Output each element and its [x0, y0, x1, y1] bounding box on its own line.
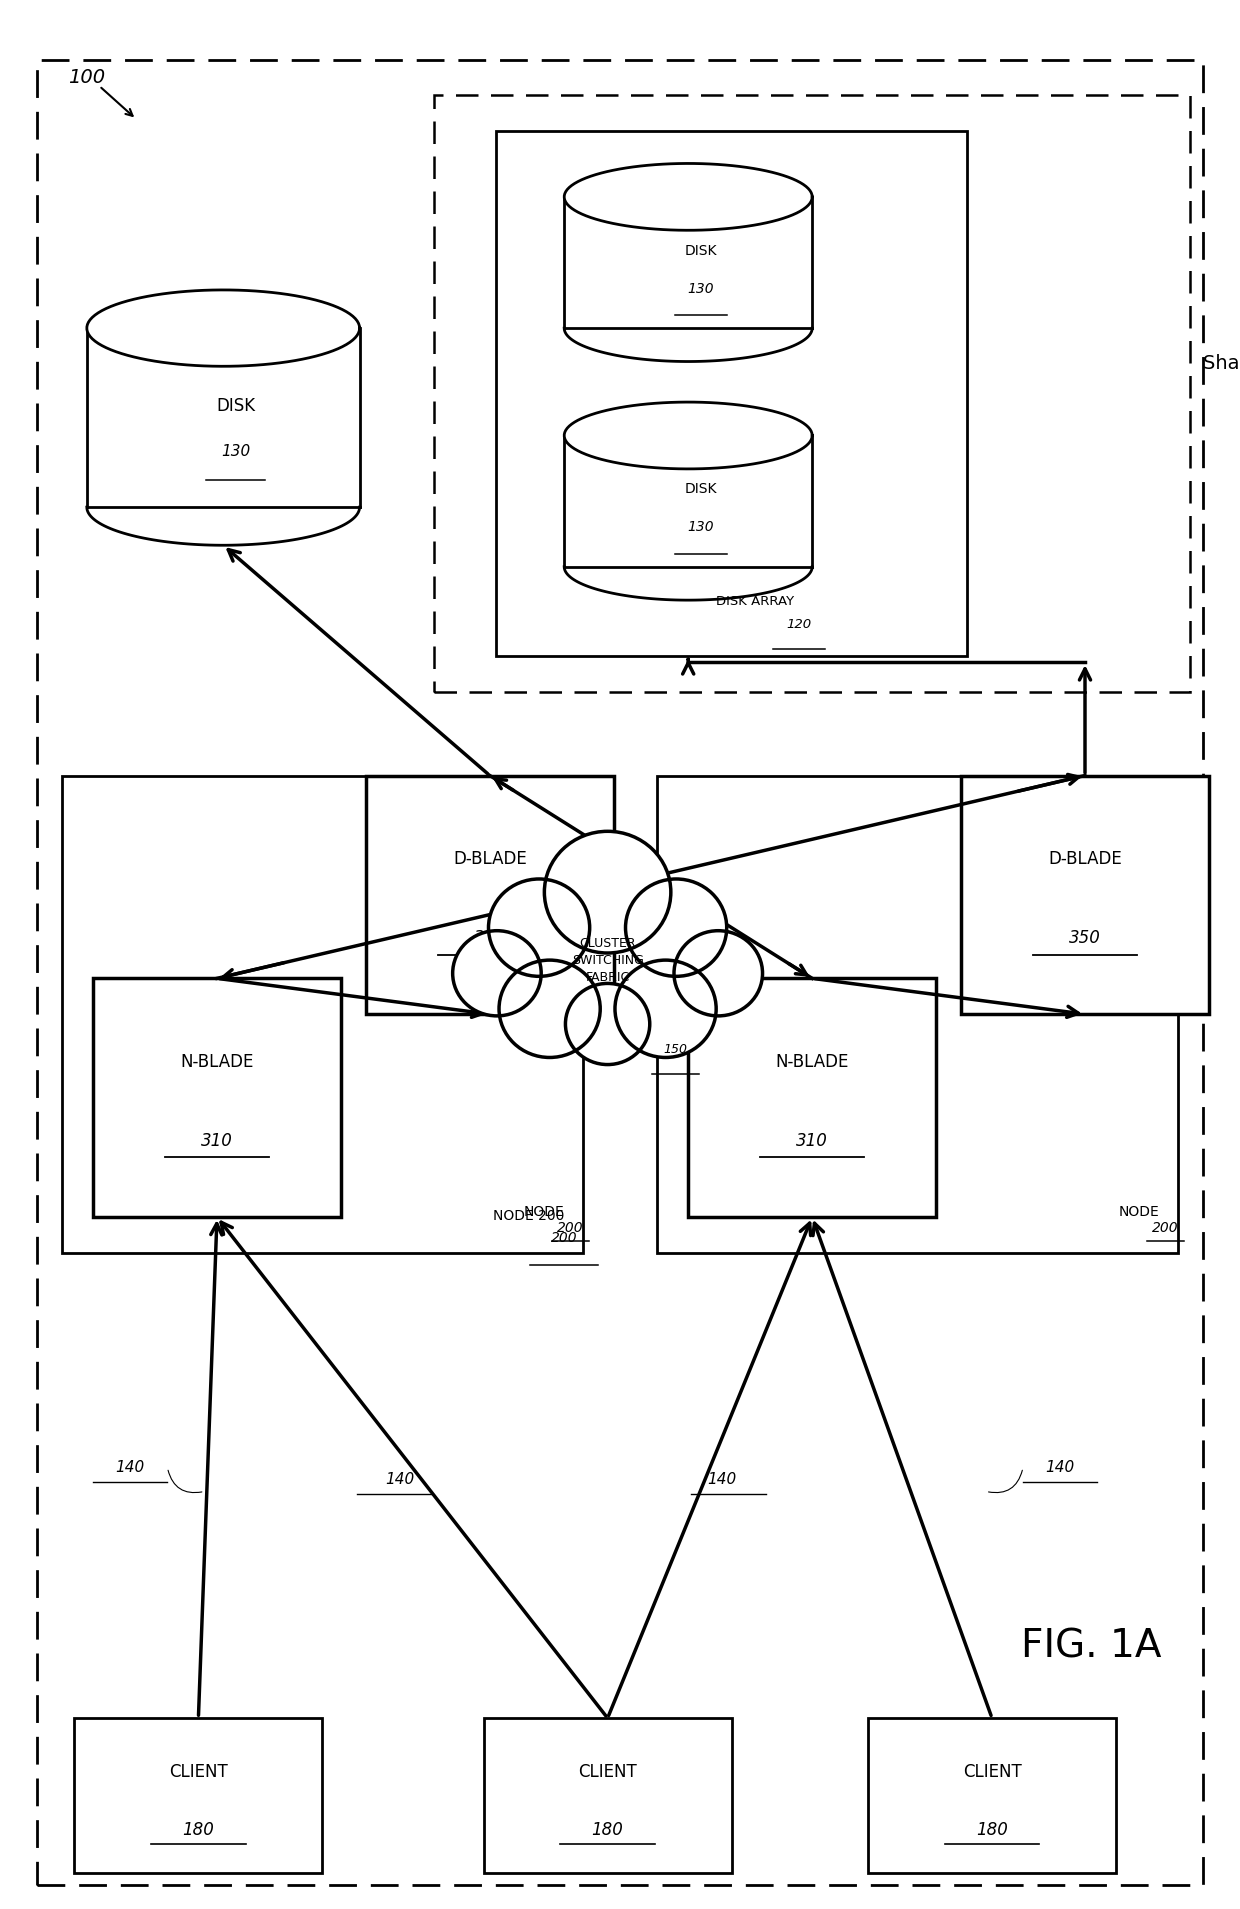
- Circle shape: [675, 932, 763, 1016]
- Text: Shared Storage: Shared Storage: [1203, 355, 1240, 374]
- Text: 140: 140: [708, 1472, 737, 1487]
- Circle shape: [489, 878, 590, 975]
- Text: 130: 130: [687, 521, 714, 535]
- Circle shape: [453, 932, 541, 1016]
- Bar: [93, 977, 341, 1218]
- Bar: [496, 132, 967, 657]
- Polygon shape: [87, 290, 360, 367]
- Bar: [74, 1718, 322, 1873]
- Text: D-BLADE: D-BLADE: [453, 850, 527, 869]
- Circle shape: [615, 960, 717, 1058]
- Bar: [366, 775, 614, 1014]
- Text: 180: 180: [591, 1821, 624, 1838]
- Text: 140: 140: [1045, 1460, 1075, 1476]
- Bar: [564, 435, 812, 567]
- Text: 120: 120: [786, 617, 811, 630]
- Text: N-BLADE: N-BLADE: [180, 1054, 254, 1071]
- Text: NODE: NODE: [1118, 1205, 1159, 1220]
- Text: DISK: DISK: [684, 244, 717, 258]
- Text: 140: 140: [115, 1460, 145, 1476]
- Circle shape: [565, 983, 650, 1065]
- Bar: [484, 1718, 732, 1873]
- Text: 350: 350: [474, 930, 506, 947]
- Text: CLIENT: CLIENT: [578, 1764, 637, 1781]
- Bar: [688, 977, 936, 1218]
- Text: DISK: DISK: [684, 483, 717, 496]
- Text: 200: 200: [551, 1231, 578, 1245]
- Text: 200: 200: [1152, 1222, 1179, 1235]
- Text: NODE: NODE: [523, 1205, 564, 1220]
- Text: 100: 100: [68, 69, 105, 88]
- Bar: [868, 1718, 1116, 1873]
- Text: NODE 200: NODE 200: [492, 1208, 564, 1224]
- Text: 130: 130: [221, 443, 250, 458]
- Polygon shape: [564, 403, 812, 470]
- Bar: [961, 775, 1209, 1014]
- Circle shape: [625, 878, 727, 975]
- Bar: [434, 95, 1190, 693]
- Text: CLIENT: CLIENT: [169, 1764, 228, 1781]
- Text: FIG. 1A: FIG. 1A: [1021, 1628, 1162, 1665]
- Bar: [657, 775, 1178, 1252]
- Text: 200: 200: [557, 1222, 584, 1235]
- Text: 140: 140: [386, 1472, 414, 1487]
- Circle shape: [498, 960, 600, 1058]
- Bar: [62, 775, 583, 1252]
- Bar: [87, 328, 360, 508]
- Text: DISK: DISK: [216, 397, 255, 414]
- Text: 350: 350: [1069, 930, 1101, 947]
- Text: 130: 130: [687, 283, 714, 296]
- Text: 150: 150: [663, 1044, 688, 1056]
- Text: 180: 180: [182, 1821, 215, 1838]
- Text: N-BLADE: N-BLADE: [775, 1054, 849, 1071]
- Text: CLIENT: CLIENT: [962, 1764, 1022, 1781]
- Bar: [564, 197, 812, 328]
- Text: DISK ARRAY: DISK ARRAY: [715, 596, 795, 609]
- Text: 180: 180: [976, 1821, 1008, 1838]
- Circle shape: [544, 830, 671, 953]
- Text: CLUSTER
SWITCHING
FABRIC: CLUSTER SWITCHING FABRIC: [572, 937, 644, 983]
- Polygon shape: [564, 164, 812, 231]
- Text: D-BLADE: D-BLADE: [1048, 850, 1122, 869]
- Text: 310: 310: [201, 1132, 233, 1149]
- Text: 310: 310: [796, 1132, 828, 1149]
